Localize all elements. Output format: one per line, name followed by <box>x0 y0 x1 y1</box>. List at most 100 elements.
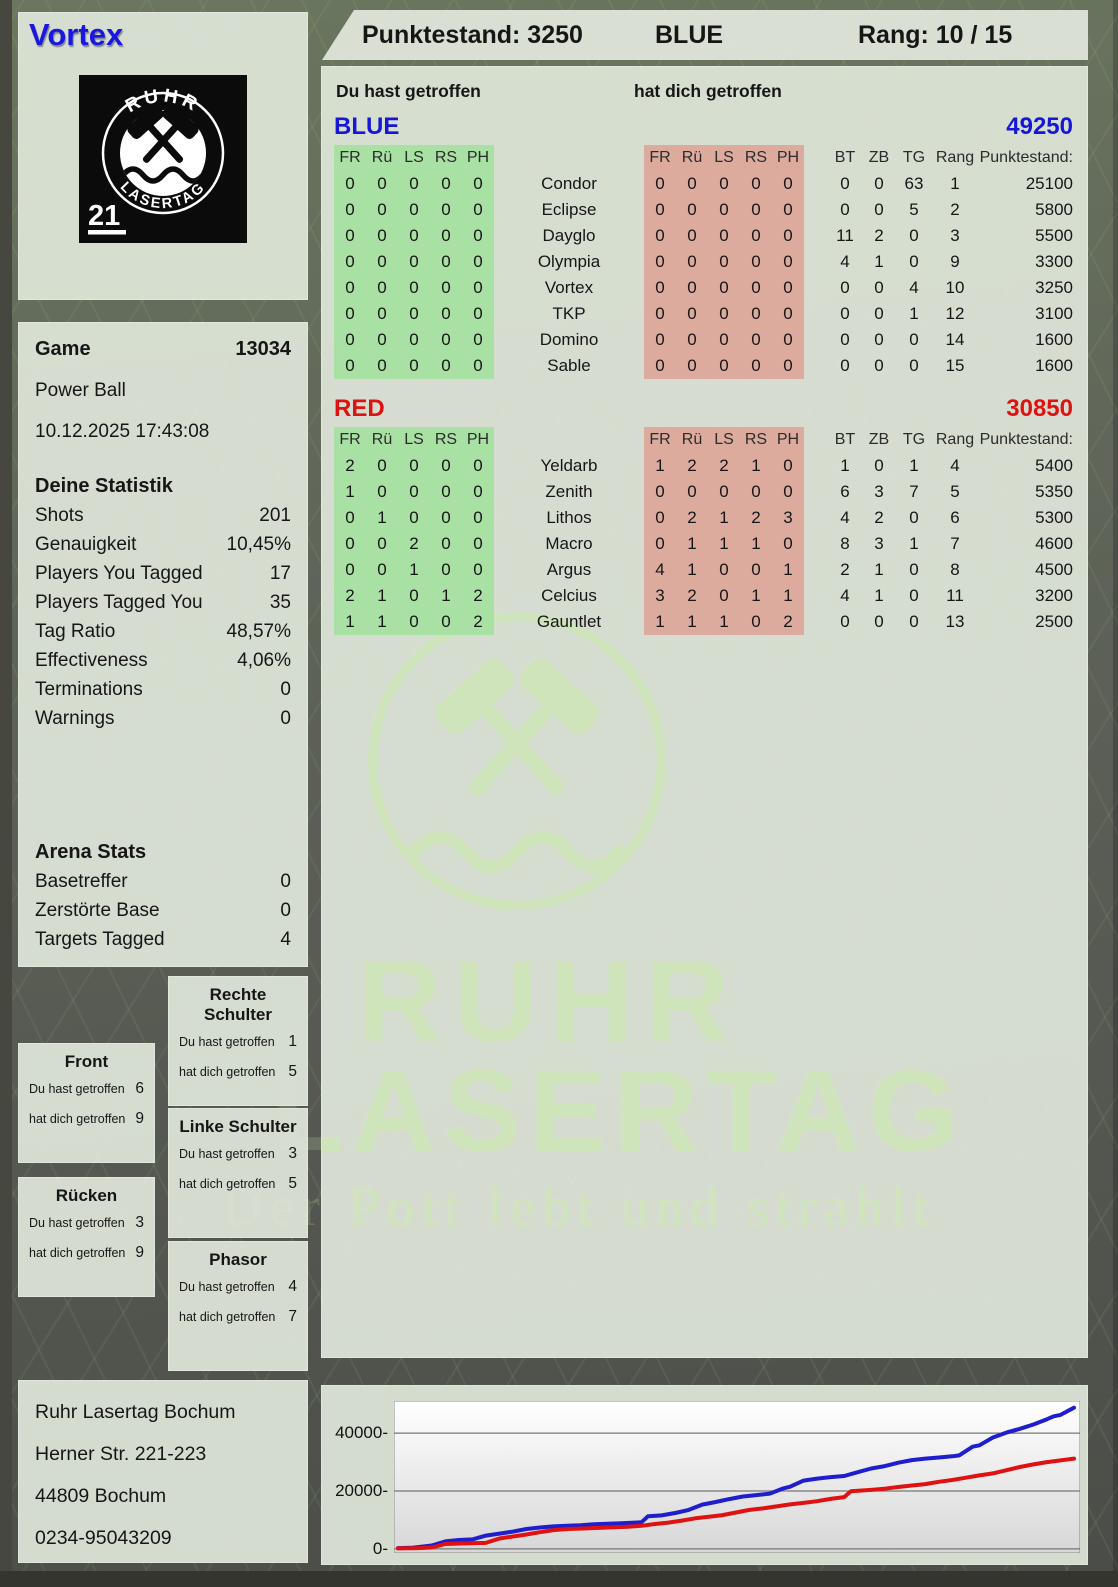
table-cell: 8 <box>950 560 960 579</box>
table-cell: 0 <box>772 327 804 353</box>
arena-label: Basetreffer <box>35 871 128 892</box>
table-cell: 9 <box>950 252 960 271</box>
table-cell: 1 <box>772 557 804 583</box>
you-hit-label: Du hast getroffen <box>336 81 481 101</box>
table-cell: 1 <box>840 456 850 475</box>
table-cell: 0 <box>840 200 850 219</box>
arena-value: 4 <box>280 929 291 950</box>
table-cell: 1 <box>366 505 398 531</box>
arena-label: Targets Tagged <box>35 929 165 950</box>
table-cell: 0 <box>334 327 366 353</box>
table-cell: PH <box>462 145 494 171</box>
table-cell: 1600 <box>1035 356 1073 375</box>
page-border-bottom <box>0 1571 1118 1587</box>
table-cell: 0 <box>334 505 366 531</box>
table-cell: 0 <box>462 249 494 275</box>
table-cell: 0 <box>772 353 804 379</box>
table-cell: 0 <box>430 479 462 505</box>
game-datetime: 10.12.2025 17:43:08 <box>35 421 210 442</box>
table-cell: 1 <box>676 557 708 583</box>
table-cell: 0 <box>874 200 884 219</box>
hit-zone-value: 3 <box>288 1145 297 1162</box>
table-cell: 0 <box>740 171 772 197</box>
table-cell: FR <box>644 427 676 453</box>
table-cell <box>804 557 828 583</box>
table-cell: 0 <box>430 327 462 353</box>
table-cell: 0 <box>909 508 919 527</box>
table-cell: Dayglo <box>542 226 596 245</box>
table-cell: 0 <box>462 453 494 479</box>
table-cell: 4 <box>840 586 850 605</box>
table-cell: 0 <box>334 301 366 327</box>
got-hit-label: hat dich getroffen <box>179 1310 276 1324</box>
table-cell: 0 <box>430 275 462 301</box>
table-cell: 0 <box>366 301 398 327</box>
table-cell <box>804 353 828 379</box>
y-tick-label: 40000- <box>335 1423 388 1443</box>
table-cell: 0 <box>840 174 850 193</box>
table-cell: 0 <box>708 249 740 275</box>
table-cell: 5 <box>950 482 960 501</box>
table-cell: 7 <box>909 482 919 501</box>
table-cell: Macro <box>545 534 593 553</box>
table-cell <box>804 197 828 223</box>
column-group-labels: Du hast getroffen hat dich getroffen <box>334 79 1075 111</box>
table-cell <box>804 275 828 301</box>
table-cell: 0 <box>462 327 494 353</box>
table-cell: 0 <box>398 171 430 197</box>
table-cell: 0 <box>772 197 804 223</box>
hit-zone-value: 5 <box>288 1175 297 1192</box>
table-cell <box>804 171 828 197</box>
table-cell: 0 <box>676 479 708 505</box>
table-cell: 3 <box>874 534 884 553</box>
table-cell: 0 <box>740 479 772 505</box>
table-cell: 0 <box>398 453 430 479</box>
table-cell: 0 <box>708 479 740 505</box>
table-cell: 0 <box>874 356 884 375</box>
table-cell: ZB <box>868 431 890 448</box>
table-cell: 0 <box>430 249 462 275</box>
table-cell: 1600 <box>1035 330 1073 349</box>
table-cell: 0 <box>772 223 804 249</box>
table-cell: 0 <box>398 223 430 249</box>
table-cell: 1 <box>909 534 919 553</box>
table-cell: 12 <box>945 304 965 323</box>
table-cell: 1 <box>644 453 676 479</box>
score-progress-chart: 0- 20000- 40000- <box>321 1385 1088 1565</box>
table-cell: 2 <box>676 453 708 479</box>
table-cell: 2 <box>676 505 708 531</box>
table-cell: 0 <box>644 223 676 249</box>
table-cell: 1 <box>708 505 740 531</box>
you-hit-label: Du hast getroffen <box>29 1082 125 1096</box>
hit-zone-linke-schulter: Linke Schulter Du hast getroffen 3 hat di… <box>168 1108 308 1238</box>
table-cell: 0 <box>740 275 772 301</box>
stats-heading: Deine Statistik <box>35 475 173 497</box>
club-logo-icon: RUHR LASERTAG 21 <box>79 75 247 243</box>
table-cell: 0 <box>398 197 430 223</box>
table-cell: 1 <box>740 531 772 557</box>
table-cell: TG <box>902 149 926 166</box>
hit-zone-value: 3 <box>135 1214 144 1231</box>
got-hit-label: hat dich getroffen <box>29 1246 126 1260</box>
table-cell <box>804 479 828 505</box>
table-cell: PH <box>772 427 804 453</box>
table-cell: 0 <box>430 609 462 635</box>
hit-zone-title: Rechte Schulter <box>203 985 273 1024</box>
table-cell: 8 <box>840 534 850 553</box>
stat-label: Effectiveness <box>35 650 148 671</box>
hit-zone-title: Linke Schulter <box>179 1117 297 1136</box>
table-cell: 0 <box>644 275 676 301</box>
stat-value: 48,57% <box>226 621 291 642</box>
table-cell: Rü <box>366 427 398 453</box>
table-cell <box>804 505 828 531</box>
y-tick-label: 0- <box>372 1538 388 1558</box>
table-cell: 0 <box>430 171 462 197</box>
table-cell: 0 <box>430 223 462 249</box>
score-tables: Du hast getroffen hat dich getroffen BLU… <box>322 67 1087 1357</box>
table-cell: 2 <box>398 531 430 557</box>
hit-zone-phasor: Phasor Du hast getroffen 4 hat dich getro… <box>168 1241 308 1371</box>
table-cell: 25100 <box>1025 174 1073 193</box>
stat-label: Terminations <box>35 679 143 700</box>
table-cell: 0 <box>398 505 430 531</box>
